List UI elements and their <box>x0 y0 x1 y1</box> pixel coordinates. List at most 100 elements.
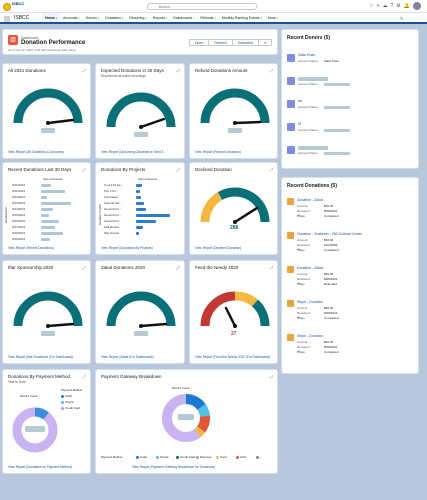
bar <box>136 214 170 217</box>
name-blurred <box>298 77 328 81</box>
field-value: $50.00 <box>324 306 334 310</box>
view-report-link[interactable]: View Report (Zakat (For Dashboard)) <box>101 355 154 359</box>
nav-item-home[interactable]: Home▾ <box>42 13 60 24</box>
view-report-link[interactable]: View Report (Feed the Needy 2020 (For Da… <box>195 355 271 359</box>
gauge-needle <box>139 117 166 129</box>
widget-subtitle: Represents all active recurrings <box>101 74 146 78</box>
gear-icon[interactable]: ⚙ <box>396 3 401 9</box>
chevron-down-icon[interactable]: ▾ <box>78 17 80 20</box>
view-report-link[interactable]: View Report (Iftar Donations (For Dashbo… <box>8 355 74 359</box>
view-report-link[interactable]: View Report (Payment Gateway Breakdown f… <box>132 465 216 469</box>
expand-icon[interactable]: ⤢ <box>269 68 273 73</box>
nav-item-dashboards[interactable]: Dashboards▾ <box>170 13 197 24</box>
donation-name-link[interactable]: Donation - Zakat <box>297 198 323 202</box>
field-value: 8/28/2021 <box>324 209 338 213</box>
expand-icon[interactable]: ⤢ <box>269 265 273 270</box>
app-launcher-icon[interactable] <box>4 16 10 22</box>
nav-item-label: Monthly Ranking Entries <box>221 16 260 20</box>
add-icon[interactable]: + <box>376 3 380 9</box>
chevron-down-icon[interactable]: ▾ <box>193 17 195 20</box>
expand-icon[interactable]: ⤢ <box>82 265 86 270</box>
edit-nav-icon[interactable]: ✎ <box>400 16 404 21</box>
widget-iftar-sponsorship: Iftar Sponsorship 2020 ⤢ View Report (If… <box>2 260 91 364</box>
donation-icon <box>287 232 294 239</box>
view-report-link[interactable]: View Report (Declined Donation) <box>195 246 242 250</box>
field-value: $50.00 <box>324 272 334 276</box>
sum-label: Sum of Amount <box>138 177 158 181</box>
chevron-down-icon[interactable]: ▾ <box>97 17 100 20</box>
chevron-down-icon[interactable]: ▾ <box>276 17 279 20</box>
legend-item-check: Check <box>61 400 74 404</box>
nav-item-donations[interactable]: Donations▾ <box>102 13 126 24</box>
avatar[interactable] <box>413 2 421 10</box>
nav-item-donors[interactable]: Donors▾ <box>83 13 103 24</box>
chevron-down-icon[interactable]: ▾ <box>145 17 147 20</box>
donation-name-link[interactable]: Stripe - Donation <box>297 334 324 338</box>
nav-item-label: Home <box>45 16 55 20</box>
row-label: 9/12/2021 <box>12 195 26 199</box>
bar <box>136 190 140 193</box>
view-report-link[interactable]: View Report (Donations By Projects) <box>101 246 153 250</box>
widget-zakat-donations: Zakat Donations 2020 ⤢ View Report (Zaka… <box>95 260 185 364</box>
widget-title: Recent Donations Last 30 Days <box>8 167 72 172</box>
field-label: Account Name <box>298 128 318 132</box>
name-blurred <box>298 146 328 150</box>
chevron-down-icon[interactable]: ▾ <box>260 17 262 20</box>
chevron-down-icon[interactable]: ▾ <box>122 17 124 20</box>
nav-item-refunds[interactable]: Refunds▾ <box>197 13 218 24</box>
view-report-link[interactable]: View Report (Upcoming Donations in Next … <box>101 150 166 154</box>
bell-icon[interactable]: 🔔 <box>403 3 410 9</box>
widget-title: Donations By Payment Method <box>8 374 71 379</box>
gauge-value-blurred <box>41 128 55 133</box>
more-actions-button[interactable]: ▾ <box>259 39 272 46</box>
field-value: $50.00 <box>324 340 334 344</box>
donation-name-link[interactable]: Donation - Zakat <box>297 266 323 270</box>
field-label: Amount <box>297 204 308 208</box>
expand-icon[interactable]: ⤢ <box>176 167 180 172</box>
subscribe-button[interactable]: Subscribe <box>232 39 260 46</box>
chevron-down-icon[interactable]: ▾ <box>214 17 216 20</box>
donor-name-link[interactable]: M <box>298 122 301 126</box>
nav-item-reports[interactable]: Reports▾ <box>150 13 171 24</box>
page-title: Donation Performance <box>21 40 86 46</box>
view-report-link[interactable]: View Report (All Donations & Accounts) <box>8 150 64 154</box>
donor-name-link[interactable]: Zafar Khan <box>298 53 316 57</box>
nav-item-recurring[interactable]: Recurring▾ <box>126 13 149 24</box>
expand-icon[interactable]: ⤢ <box>269 167 273 172</box>
donation-name-link[interactable]: Donation - Sustainer - ISB Cultural Cent… <box>297 232 363 236</box>
help-icon[interactable]: ? <box>390 3 394 9</box>
donation-name-link[interactable]: Stripe - Donation <box>297 300 324 304</box>
nav-item-monthly-ranking-entries[interactable]: Monthly Ranking Entries▾ <box>219 13 265 24</box>
nav-item-accounts[interactable]: Accounts▾ <box>60 13 83 24</box>
bar <box>136 208 146 211</box>
gauge-value-blurred <box>134 331 148 336</box>
legend-dot <box>256 455 259 459</box>
value-blurred <box>324 106 350 109</box>
nav-item-label: Donations <box>105 16 121 20</box>
view-report-link[interactable]: View Report (Refund Donations) <box>195 150 241 154</box>
refresh-button[interactable]: Refresh <box>209 39 233 46</box>
nav-item-more[interactable]: More▾ <box>265 13 281 24</box>
chevron-down-icon[interactable]: ▾ <box>165 17 168 20</box>
setup-icon[interactable]: ☁ <box>382 3 388 9</box>
bar-blurred <box>41 208 53 211</box>
bar-blurred <box>41 214 49 217</box>
center-label: Record Count <box>20 394 38 398</box>
view-report-link[interactable]: View Report (Recent Donations) <box>8 246 54 250</box>
expand-icon[interactable]: ⤢ <box>176 265 180 270</box>
chevron-down-icon[interactable]: ▾ <box>55 17 57 20</box>
global-search[interactable]: ⌕ Search... <box>147 3 257 10</box>
expand-icon[interactable]: ⤢ <box>82 374 86 379</box>
donor-name-link[interactable]: Ah <box>298 99 303 103</box>
open-button[interactable]: Open <box>188 39 210 46</box>
donut-chart <box>162 394 210 442</box>
expand-icon[interactable]: ⤢ <box>82 167 86 172</box>
expand-icon[interactable]: ⤢ <box>269 374 273 379</box>
expand-icon[interactable]: ⤢ <box>82 68 86 73</box>
view-report-link[interactable]: View Report (Donations by Payment Method… <box>8 465 72 469</box>
center-value-blurred <box>25 426 45 432</box>
favorites-icon[interactable]: ☆ <box>369 3 374 9</box>
row-label: 9/17/2021 <box>12 225 26 229</box>
value-blurred <box>324 83 350 86</box>
expand-icon[interactable]: ⤢ <box>176 68 180 73</box>
